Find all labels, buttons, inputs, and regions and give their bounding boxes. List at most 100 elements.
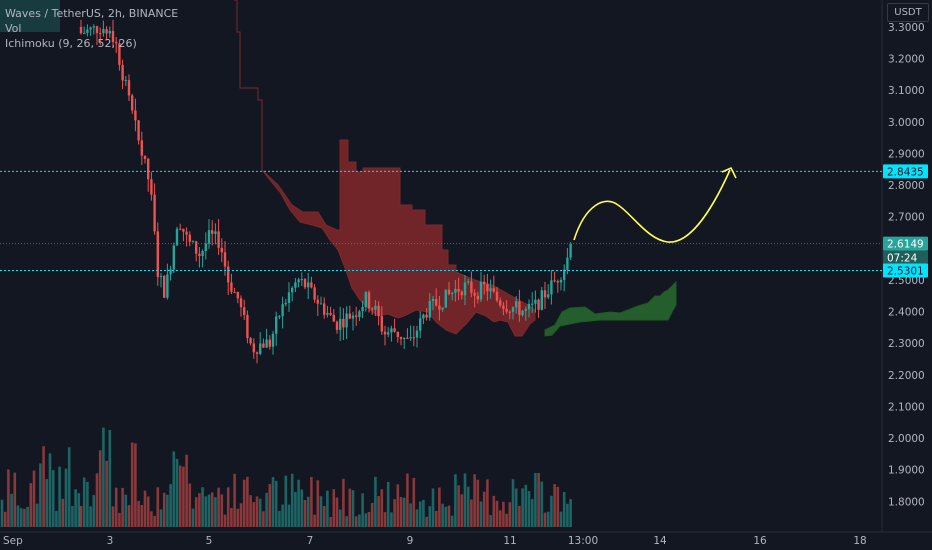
candle-body-147 [550,280,553,295]
candle-body-89 [364,292,367,308]
price-tick-12: 2.1000 [888,401,925,413]
volume-bar-44 [220,494,224,527]
candle-body-71 [307,282,310,288]
candle-body-146 [547,294,550,298]
volume-bar-36 [194,497,198,527]
candle-body-32 [182,228,185,232]
candle-body-122 [470,281,473,293]
volume-bar-27 [166,494,169,527]
volume-bar-62 [278,510,281,527]
volume-bar-81 [338,509,342,527]
candle-body-20 [143,155,147,159]
time-tick-8: 16 [753,535,767,547]
time-tick-2: 5 [206,535,213,547]
price-tick-15: 1.8000 [888,496,925,508]
ichimoku-cloud-bearish [234,0,536,337]
candle-body-56 [259,343,262,354]
volume-bar-66 [290,473,294,527]
volume-bar-left-34 [32,470,36,527]
volume-bar-46 [226,487,230,527]
volume-bar-119 [460,494,464,527]
volume-bar-124 [476,479,480,527]
candle-body-49 [236,292,239,299]
volume-bar-55 [255,496,259,527]
candle-body-64 [284,302,287,305]
projection-curve [573,169,731,243]
candle-body-72 [310,282,313,288]
candle-body-112 [438,305,441,310]
candle-body-88 [361,307,364,312]
volume-bar-35 [191,508,195,527]
candle-body-114 [444,289,447,308]
volume-bar-left-50 [48,453,52,527]
candle-body-97 [390,328,393,333]
price-label-high-label: 2.8435 [887,166,924,178]
price-label-countdown-box [883,250,928,265]
volume-bar-111 [434,510,438,527]
candle-body-10 [111,30,115,43]
candle-body-141 [531,303,534,305]
volume-bar-left-63 [61,498,65,527]
candle-body-75 [319,303,323,305]
candle-body-40 [207,230,211,244]
candle-body-143 [537,299,540,310]
volume-bar-132 [502,501,505,527]
volume-bar-48 [233,473,236,527]
candle-body-60 [271,333,275,347]
candle-body-106 [419,318,422,331]
volume-bar-22 [150,511,153,527]
candle-body-66 [291,287,294,293]
volume-bar-138 [521,488,524,527]
volume-bar-49 [236,508,240,527]
candle-body-26 [163,275,166,298]
legend-ichimoku[interactable]: Ichimoku (9, 26, 52, 26) [5,37,137,50]
volume-bar-129 [492,495,496,527]
volume-bar-115 [447,505,451,527]
volume-bar-128 [489,515,492,527]
volume-bar-151 [562,492,566,527]
volume-bar-left-18 [16,505,20,527]
candle-body-84 [348,313,351,319]
volume-bar-left-12 [10,493,13,527]
time-tick-9: 18 [853,535,866,547]
candle-body-92 [374,305,377,310]
volume-bar-126 [482,491,486,527]
legend-vol[interactable]: Vol [5,22,22,35]
volume-bar-69 [300,489,304,527]
volume-bar-58 [265,492,268,527]
price-label-current-label: 2.6149 [887,239,924,251]
currency-button[interactable]: USDT [887,3,929,22]
candle-body-135 [511,307,515,312]
volume-bar-17 [134,443,137,527]
volume-bar-54 [252,502,256,527]
candle-body-57 [262,343,265,348]
candle-body-118 [457,288,460,292]
volume-bar-106 [418,501,422,527]
volume-bar-25 [159,509,163,527]
volume-bar-61 [274,480,278,527]
price-tick-11: 2.2000 [888,370,925,382]
volume-bar-57 [262,511,265,527]
volume-bar-26 [162,492,166,527]
volume-bar-116 [450,515,454,527]
volume-bar-148 [553,484,556,527]
volume-bar-42 [214,497,217,527]
price-label-support-box [883,263,928,278]
volume-bar-63 [281,504,284,527]
volume-bar-8 [105,460,108,527]
volume-bar-18 [137,500,140,527]
legend-symbol[interactable]: Waves / TetherUS, 2h, BINANCE [5,7,179,20]
volume-bar-31 [178,465,182,527]
candle-body-110 [431,298,435,302]
volume-bar-left-40 [39,463,42,527]
price-axis-ticks: 3.3000 3.2000 3.1000 3.0000 2.9000 2.8000 2.70… [888,22,925,508]
volume-bar-110 [431,488,435,527]
price-tick-4: 2.9000 [888,148,925,160]
chart-legend: Waves / TetherUS, 2h, BINANCE Vol Ichimo… [5,6,178,51]
volume-bar-82 [342,478,345,527]
candle-body-133 [505,308,508,312]
volume-bar-5 [95,473,99,527]
volume-bar-92 [374,476,377,527]
volume-bar-99 [396,484,400,527]
